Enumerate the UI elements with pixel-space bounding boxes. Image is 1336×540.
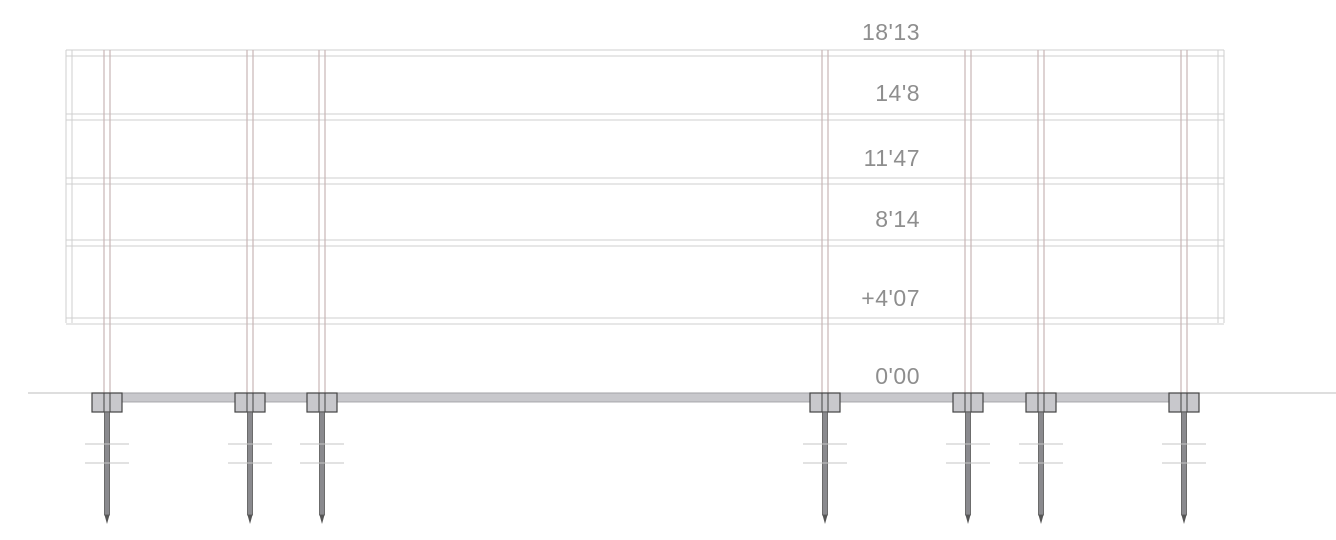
pile-tip (965, 515, 971, 524)
level-label-0-00: 0'00 (875, 363, 920, 389)
pile-cap (1025, 392, 1057, 413)
pile-cap (1168, 392, 1200, 413)
pile-tip (1038, 515, 1044, 524)
pile-cap (306, 392, 338, 413)
level-label-14-8: 14'8 (875, 80, 920, 106)
pile-tip (247, 515, 253, 524)
level-label-11-47: 11'47 (864, 145, 920, 171)
pile-cap (91, 392, 123, 413)
pile-cap (234, 392, 266, 413)
level-label-8-14: 8'14 (875, 206, 920, 232)
pile-cap (952, 392, 984, 413)
piles-group (85, 392, 1206, 524)
pile-tip (104, 515, 110, 524)
level-label-18-13: 18'13 (862, 19, 920, 45)
columns-group (103, 50, 1188, 393)
building-frame (65, 49, 1225, 325)
pile-tip (822, 515, 828, 524)
foundation-group (28, 392, 1336, 403)
level-labels: 18'13 14'8 11'47 8'14 +4'07 0'00 (861, 19, 920, 389)
pile-cap (809, 392, 841, 413)
pile-tip (1181, 515, 1187, 524)
level-label-4-07: +4'07 (861, 285, 920, 311)
pile-tip (319, 515, 325, 524)
